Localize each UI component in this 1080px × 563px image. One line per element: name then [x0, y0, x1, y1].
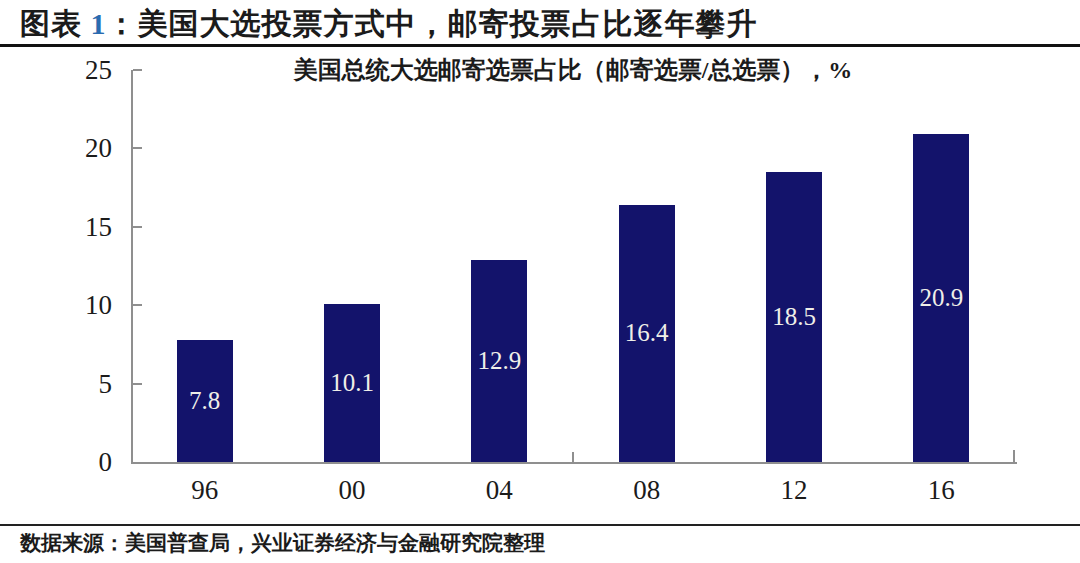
- y-tick-mark: [133, 226, 142, 228]
- bar: 10.1: [324, 304, 380, 462]
- y-tick-mark: [133, 383, 142, 385]
- bar: 16.4: [619, 205, 675, 462]
- bar-value-label: 18.5: [766, 301, 822, 333]
- y-tick-label: 15: [0, 211, 112, 243]
- bar-value-label: 12.9: [471, 345, 527, 377]
- bar: 12.9: [471, 260, 527, 462]
- y-tick-mark: [133, 147, 142, 149]
- y-tick-label: 25: [0, 54, 112, 86]
- x-tick-label: 00: [292, 474, 412, 506]
- x-axis-end-tick: [1013, 450, 1015, 462]
- bar: 20.9: [913, 134, 969, 462]
- y-tick-label: 10: [0, 289, 112, 321]
- x-axis-mid-tick: [572, 452, 574, 462]
- y-tick-label: 20: [0, 132, 112, 164]
- bar: 18.5: [766, 172, 822, 462]
- bar-value-label: 20.9: [913, 282, 969, 314]
- y-tick-label: 0: [0, 446, 112, 478]
- y-tick-label: 5: [0, 368, 112, 400]
- figure: 图表 1：美国大选投票方式中，邮寄投票占比逐年攀升 美国总统大选邮寄选票占比（邮…: [0, 0, 1080, 563]
- source-note: 数据来源：美国普查局，兴业证券经济与金融研究院整理: [20, 528, 545, 558]
- x-tick-label: 12: [734, 474, 854, 506]
- x-tick-label: 96: [145, 474, 265, 506]
- x-tick-label: 16: [881, 474, 1001, 506]
- chart: 美国总统大选邮寄选票占比（邮寄选票/总选票），% 05101520257.896…: [0, 0, 1080, 563]
- y-tick-mark: [133, 69, 142, 71]
- bar-value-label: 7.8: [177, 385, 233, 417]
- y-tick-mark: [133, 304, 142, 306]
- bar-value-label: 16.4: [619, 317, 675, 349]
- bar-value-label: 10.1: [324, 367, 380, 399]
- plot-area: [131, 70, 1017, 464]
- x-tick-label: 04: [439, 474, 559, 506]
- bar: 7.8: [177, 340, 233, 462]
- footer-rule: [0, 524, 1080, 526]
- x-tick-label: 08: [587, 474, 707, 506]
